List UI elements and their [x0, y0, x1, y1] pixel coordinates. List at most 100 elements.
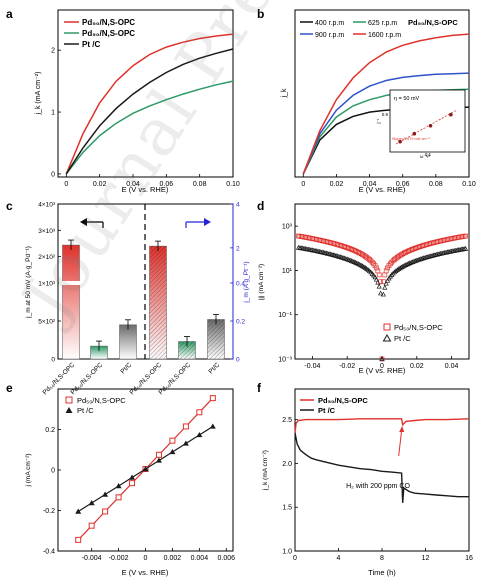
panel-a-series-1: [65, 33, 234, 175]
panel-c: c 0 5×10² 1×10³ 2×10² 3×10³ 4×10³ 0 0.2 0.4 2 4 j_…: [6, 199, 250, 396]
panel-e-point-s1: [102, 508, 109, 515]
panel-d-xtick-label: -0.04: [304, 363, 320, 370]
panel-d-frame: [294, 203, 470, 360]
panel-d-xtick-label: 0: [380, 363, 384, 370]
panel-d-point-s2: [384, 277, 391, 283]
panel-e-point-s2: [182, 440, 189, 446]
panel-f-ytick-label: 2.0: [282, 461, 292, 468]
panel-d-point-s2: [376, 283, 382, 289]
panel-a-xtick-label: 0.10: [226, 181, 240, 188]
panel-f: f 0 4 8 12 16 1.0 1.5 2.0 2.5 Pd₅₀/N,S-OPC Pt /C…: [257, 381, 473, 577]
panel-a-xtick-label: 0: [64, 181, 68, 188]
panel-d-xtick-label: 0.02: [410, 363, 424, 370]
panel-d-xtick-label: -0.02: [339, 363, 355, 370]
panel-d-point-s1: [376, 272, 382, 278]
panel-e: e -0.004 -0.002 0 0.002 0.004 0.006 -0.4 -0.2 0 0…: [6, 381, 235, 577]
panel-b-legend: 400 r.p.m 625 r.p.m Pd₅₀/N,S-OPC 900 r.p…: [300, 18, 458, 39]
panel-d-ytick-label: 10⁻³: [278, 357, 292, 364]
panel-d-point-s2: [372, 274, 378, 280]
legend-e-marker-1: [65, 396, 73, 404]
panel-d-point-s1: [389, 259, 395, 265]
inset-point: [398, 139, 402, 144]
panel-d-letter: d: [257, 199, 264, 213]
panel-c-right-tick-label: 0: [236, 357, 240, 364]
panel-c-left-tick-label: 1×10³: [38, 281, 56, 288]
panel-f-xtick-label: 16: [465, 555, 473, 562]
panel-e-point-s1: [169, 437, 176, 444]
panel-e-ylabel: j (mA cm⁻²): [25, 453, 32, 487]
panel-f-ticks: 0 4 8 12 16 1.0 1.5 2.0 2.5: [282, 417, 473, 562]
panel-b-series-3: [302, 72, 470, 175]
panel-e-point-s1: [129, 480, 136, 487]
legend-b-label-625: 625 r.p.m: [368, 20, 397, 27]
annotation-arrow-head: [399, 426, 405, 433]
panel-a-lines: [65, 33, 234, 175]
panel-c-letter: c: [6, 199, 13, 213]
panel-d-point-s2: [373, 276, 380, 282]
inset-point: [428, 123, 433, 128]
panel-b: b 0 0.02 0.04 0.06 0.08 0.10 400 r.p.m 625 r.…: [257, 7, 476, 194]
panel-d-point-s2: [382, 284, 388, 290]
panel-d-point-s1: [390, 258, 396, 264]
panel-d-point-s1: [383, 268, 389, 274]
panel-c-category-label-3: Pt/C: [120, 361, 134, 375]
panel-e-lines: [75, 395, 216, 543]
panel-f-xtick-label: 8: [380, 555, 384, 562]
panel-a: a 0 0.02 0.04 0.06 0.08 0.10 0 1 2 Pd₅₀/N,S-OPC …: [6, 7, 240, 194]
panel-d-ticks: -0.04 -0.02 0 0.02 0.04 10⁻³ 10⁻¹ 10¹ 10³: [278, 224, 458, 370]
panel-d-point-s2: [383, 280, 389, 286]
panel-d-point-s2: [462, 245, 469, 251]
panel-f-xtick-label: 0: [293, 555, 297, 562]
panel-a-ytick-label: 1: [51, 110, 55, 117]
panel-e-xtick-label: 0.002: [164, 555, 182, 562]
panel-c-ylabel-right: j_m (A g_Pt⁻¹): [243, 261, 250, 303]
panel-c-bar-3: [119, 324, 137, 360]
panel-d-point-s2: [378, 290, 384, 296]
panel-a-ticks: 0 0.02 0.04 0.06 0.08 0.10 0 1 2: [51, 48, 240, 188]
panel-c-left-tick-label: 0: [51, 357, 55, 364]
legend-a-label-1: Pd₅₀/N,S-OPC: [82, 18, 135, 27]
panel-e-point-s2: [196, 431, 203, 438]
panel-a-ytick-label: 2: [51, 48, 55, 55]
panel-d-ytick-label: 10³: [282, 224, 293, 231]
panel-c-arrows: [80, 218, 211, 228]
panel-b-xtick-label: 0.08: [429, 181, 443, 188]
inset-point: [412, 131, 417, 136]
panel-b-ticks: 0 0.02 0.04 0.06 0.08 0.10: [301, 174, 476, 188]
panel-b-xtick-label: 0.02: [330, 181, 344, 188]
panel-e-point-s1: [155, 451, 162, 458]
panel-a-xtick-label: 0.06: [160, 181, 174, 188]
panel-e-point-s1: [209, 395, 216, 402]
panel-c-right-tick-label: 4: [236, 201, 240, 208]
panel-e-xlabel: E (V vs. RHE): [122, 568, 169, 577]
panel-f-ytick-label: 1.0: [282, 549, 292, 556]
panel-d-point-s2: [430, 252, 437, 258]
panel-a-letter: a: [6, 7, 13, 21]
inset-xlabel: ω⁻¹/²: [420, 154, 431, 159]
panel-a-series-3: [65, 48, 234, 175]
panel-f-letter: f: [257, 381, 262, 395]
annotation-arrow-line: [398, 429, 403, 457]
panel-f-series-2: [294, 432, 469, 503]
legend-b-title: Pd₅₀/N,S-OPC: [408, 18, 458, 27]
panel-a-ytick-label: 0: [51, 171, 55, 178]
panel-b-xtick-label: 0.06: [396, 181, 410, 188]
inset-fit-line: [395, 109, 458, 145]
panel-e-point-s2: [75, 508, 82, 514]
panel-d-ytick-label: 10¹: [282, 268, 293, 275]
panel-a-xtick-label: 0.02: [93, 181, 107, 188]
panel-d-point-s2: [379, 356, 385, 361]
panel-c-left-tick-label: 3×10³: [38, 228, 56, 235]
panel-d-point-s2: [389, 272, 395, 277]
panel-c-right-tick-label: 2: [236, 245, 240, 252]
panel-f-legend: Pd₅₀/N,S-OPC Pt /C: [300, 396, 368, 415]
inset-ylabel: j⁻¹: [376, 118, 381, 124]
panel-a-frame: [57, 9, 234, 178]
panel-d-point-s2: [326, 251, 332, 256]
panel-e-letter: e: [6, 381, 13, 395]
panel-d-point-s1: [367, 257, 372, 262]
panel-e-point-s2: [115, 482, 122, 489]
legend-e-label-1: Pd₅₀/N,S-OPC: [77, 396, 126, 405]
panel-f-lines: [294, 418, 470, 503]
panel-f-annotation: H₂ with 200 ppm CO: [346, 426, 410, 490]
